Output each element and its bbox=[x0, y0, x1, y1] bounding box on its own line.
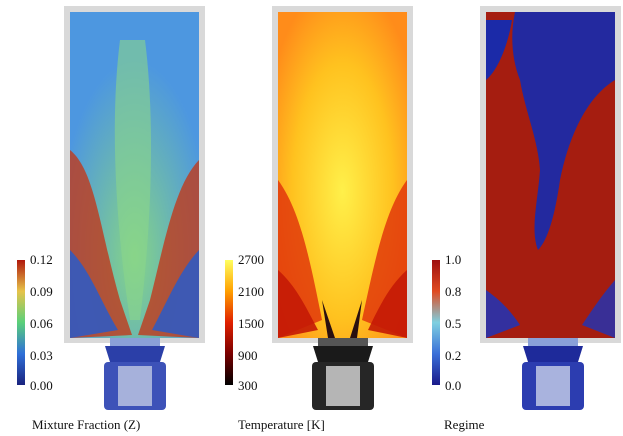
colorbar-tick: 300 bbox=[238, 378, 258, 393]
colorbar-tick: 0.00 bbox=[30, 378, 53, 393]
colorbar-tick: 0.5 bbox=[445, 316, 461, 331]
mixture-fraction-panel: 0.12 0.09 0.06 0.03 0.00 Mixture Fractio… bbox=[0, 0, 210, 436]
colorbar-tick: 900 bbox=[238, 348, 258, 363]
colorbar-tick: 2700 bbox=[238, 252, 264, 267]
colorbar-tick: 0.03 bbox=[30, 348, 53, 363]
caption: Temperature [K] bbox=[238, 417, 325, 432]
colorbar bbox=[225, 260, 233, 385]
regime-field: 1.0 0.8 0.5 0.2 0.0 bbox=[432, 6, 621, 410]
colorbar-tick: 0.12 bbox=[30, 252, 53, 267]
colorbar-tick: 0.0 bbox=[445, 378, 461, 393]
colorbar-tick: 1500 bbox=[238, 316, 264, 331]
colorbar-tick: 0.06 bbox=[30, 316, 53, 331]
mixture-fraction-field: 0.12 0.09 0.06 0.03 0.00 bbox=[17, 6, 205, 410]
colorbar-tick: 0.09 bbox=[30, 284, 53, 299]
regime-panel: 1.0 0.8 0.5 0.2 0.0 Regime bbox=[420, 0, 623, 436]
colorbar bbox=[17, 260, 25, 385]
colorbar-tick: 1.0 bbox=[445, 252, 461, 267]
colorbar bbox=[432, 260, 440, 385]
caption: Regime bbox=[444, 417, 485, 432]
caption: Mixture Fraction (Z) bbox=[32, 417, 141, 432]
temperature-panel: 2700 2100 1500 900 300 Temperature [K] bbox=[210, 0, 420, 436]
colorbar-tick: 0.2 bbox=[445, 348, 461, 363]
colorbar-tick: 0.8 bbox=[445, 284, 461, 299]
colorbar-tick: 2100 bbox=[238, 284, 264, 299]
temperature-field: 2700 2100 1500 900 300 bbox=[225, 6, 413, 410]
